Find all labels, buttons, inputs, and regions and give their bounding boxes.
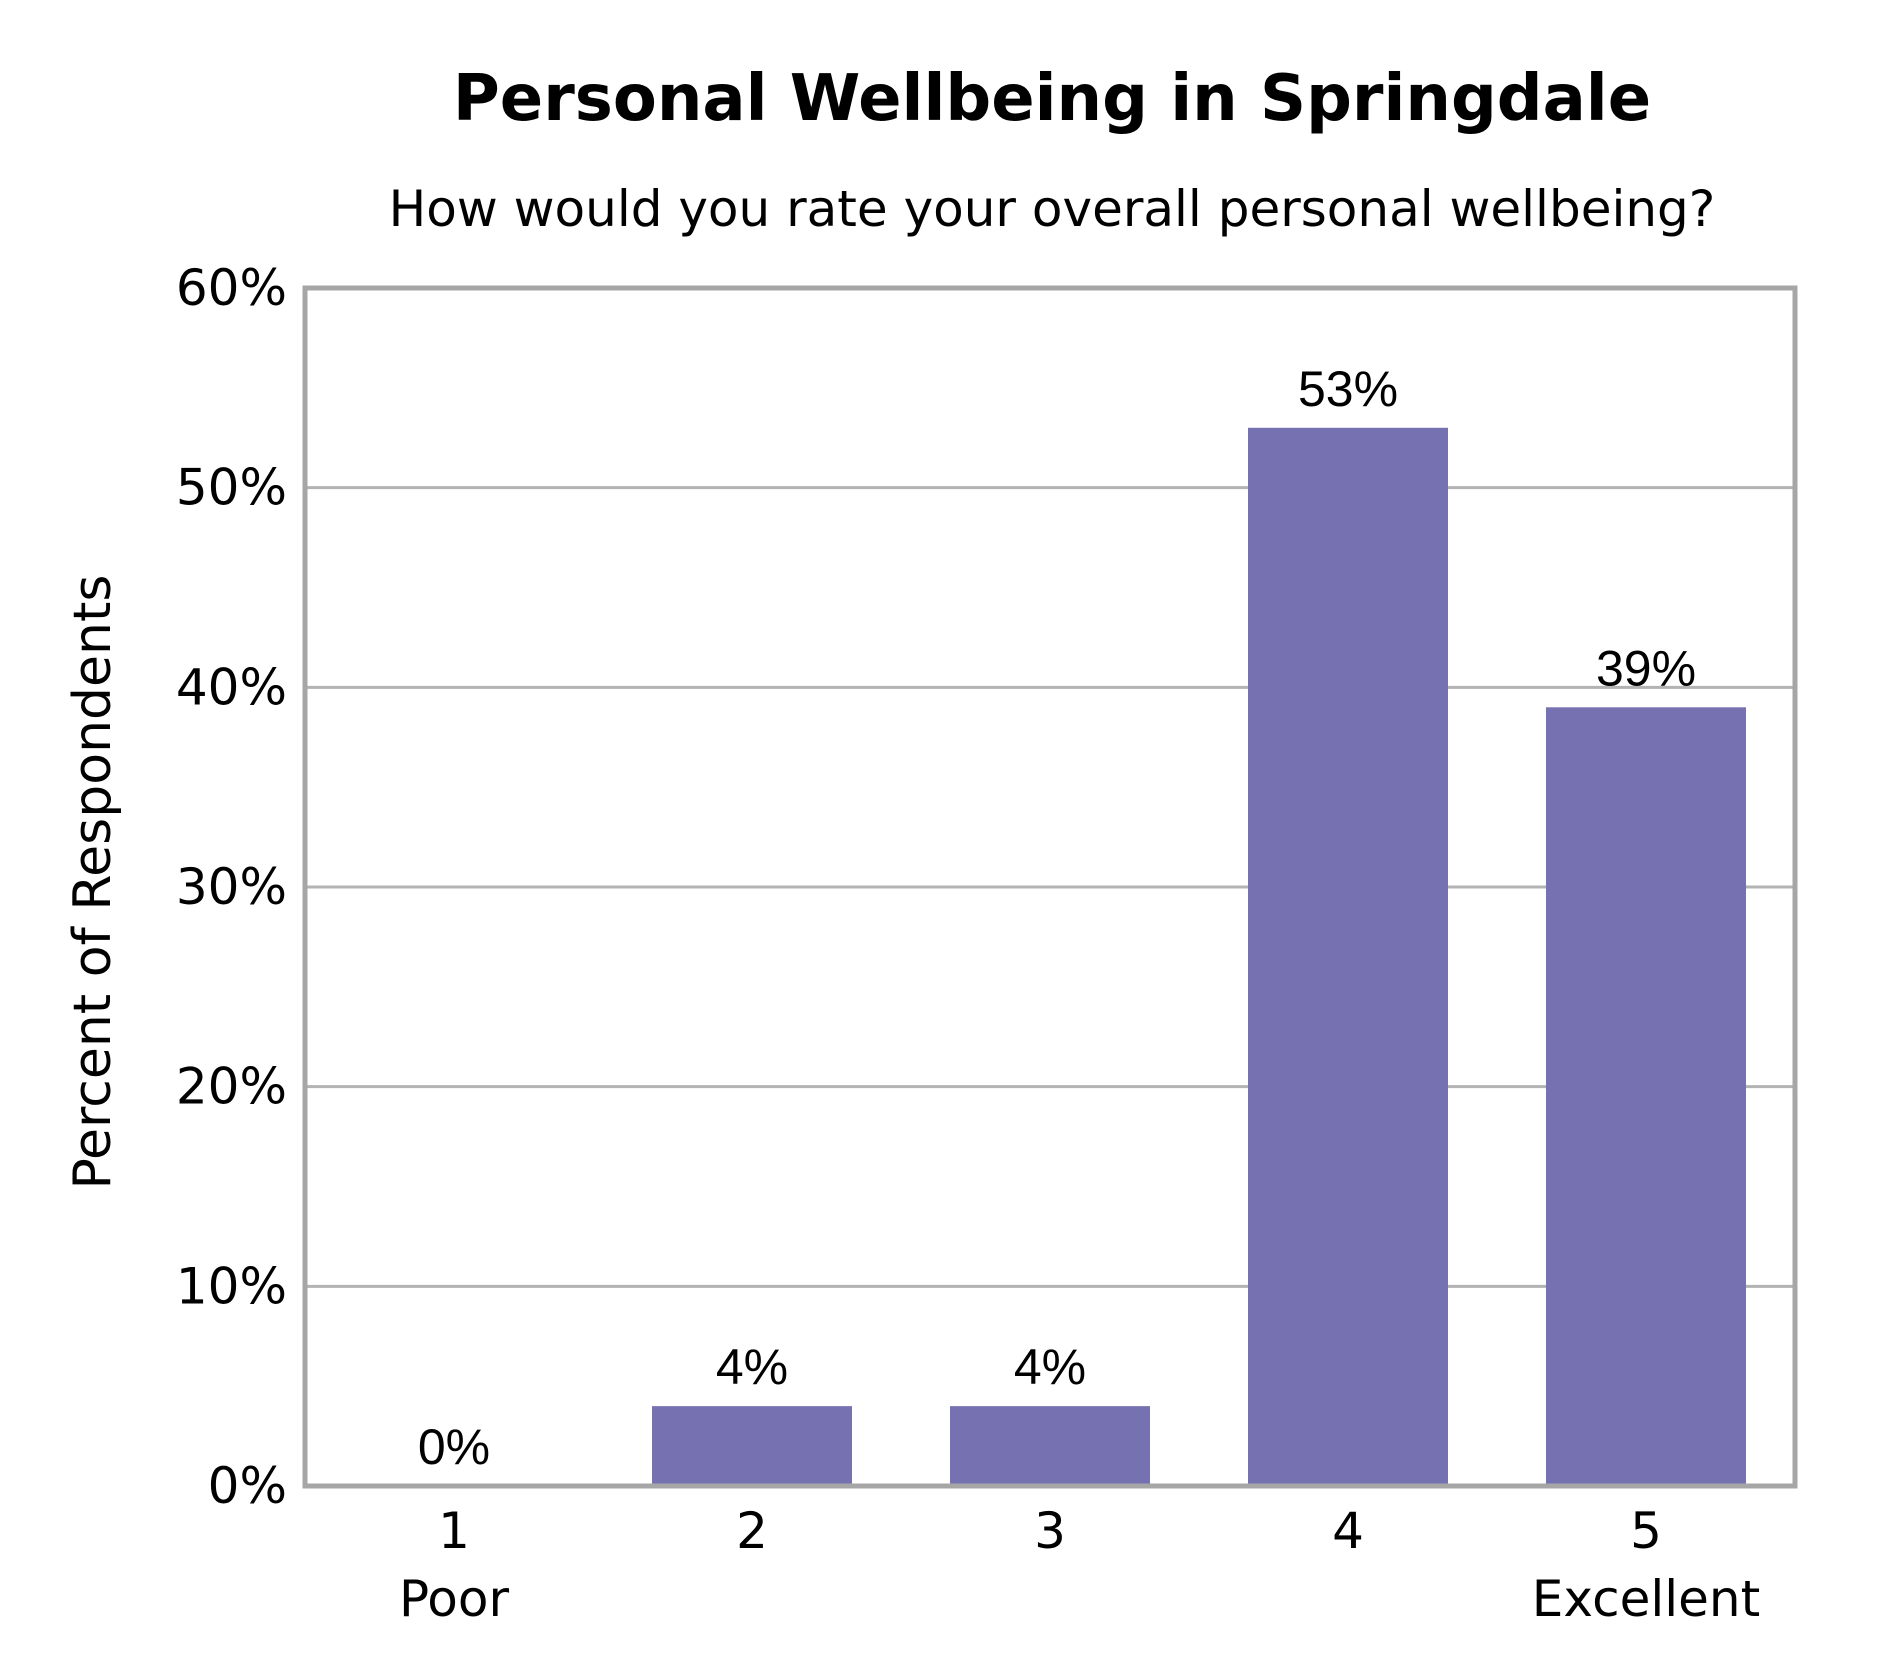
x-category-sublabel: Poor (399, 1570, 510, 1628)
x-axis-categories: 1 Poor 2 3 4 5 Excellent (399, 1502, 1760, 1628)
data-label: 0% (418, 1419, 490, 1475)
y-axis-label: Percent of Respondents (63, 575, 123, 1190)
y-tick-label: 60% (176, 259, 287, 317)
x-category-label: 4 (1332, 1502, 1364, 1560)
x-category-label: 3 (1034, 1502, 1066, 1560)
x-category-label: 1 (438, 1502, 470, 1560)
x-category-sublabel: Excellent (1532, 1570, 1760, 1628)
y-tick-label: 30% (176, 858, 287, 916)
y-axis-ticks: 0% 10% 20% 30% 40% 50% 60% (176, 259, 287, 1515)
data-label: 39% (1596, 640, 1696, 696)
y-tick-label: 10% (176, 1257, 287, 1315)
data-label: 53% (1298, 361, 1398, 417)
y-tick-label: 40% (176, 658, 287, 716)
y-tick-label: 50% (176, 459, 287, 517)
y-tick-label: 20% (176, 1058, 287, 1116)
plot-frame (302, 285, 1798, 1489)
data-label: 4% (716, 1339, 788, 1395)
x-category-label: 5 (1630, 1502, 1662, 1560)
data-label: 4% (1014, 1339, 1086, 1395)
x-category-label: 2 (736, 1502, 768, 1560)
bar (652, 1406, 852, 1486)
bar (1546, 707, 1746, 1486)
data-labels: 0% 4% 4% 53% 39% (418, 361, 1696, 1475)
bar (950, 1406, 1150, 1486)
chart-title: Personal Wellbeing in Springdale (453, 62, 1651, 136)
chart-subtitle: How would you rate your overall personal… (389, 180, 1716, 238)
bars (652, 427, 1746, 1487)
y-tick-label: 0% (208, 1457, 287, 1515)
bar (1248, 427, 1448, 1487)
